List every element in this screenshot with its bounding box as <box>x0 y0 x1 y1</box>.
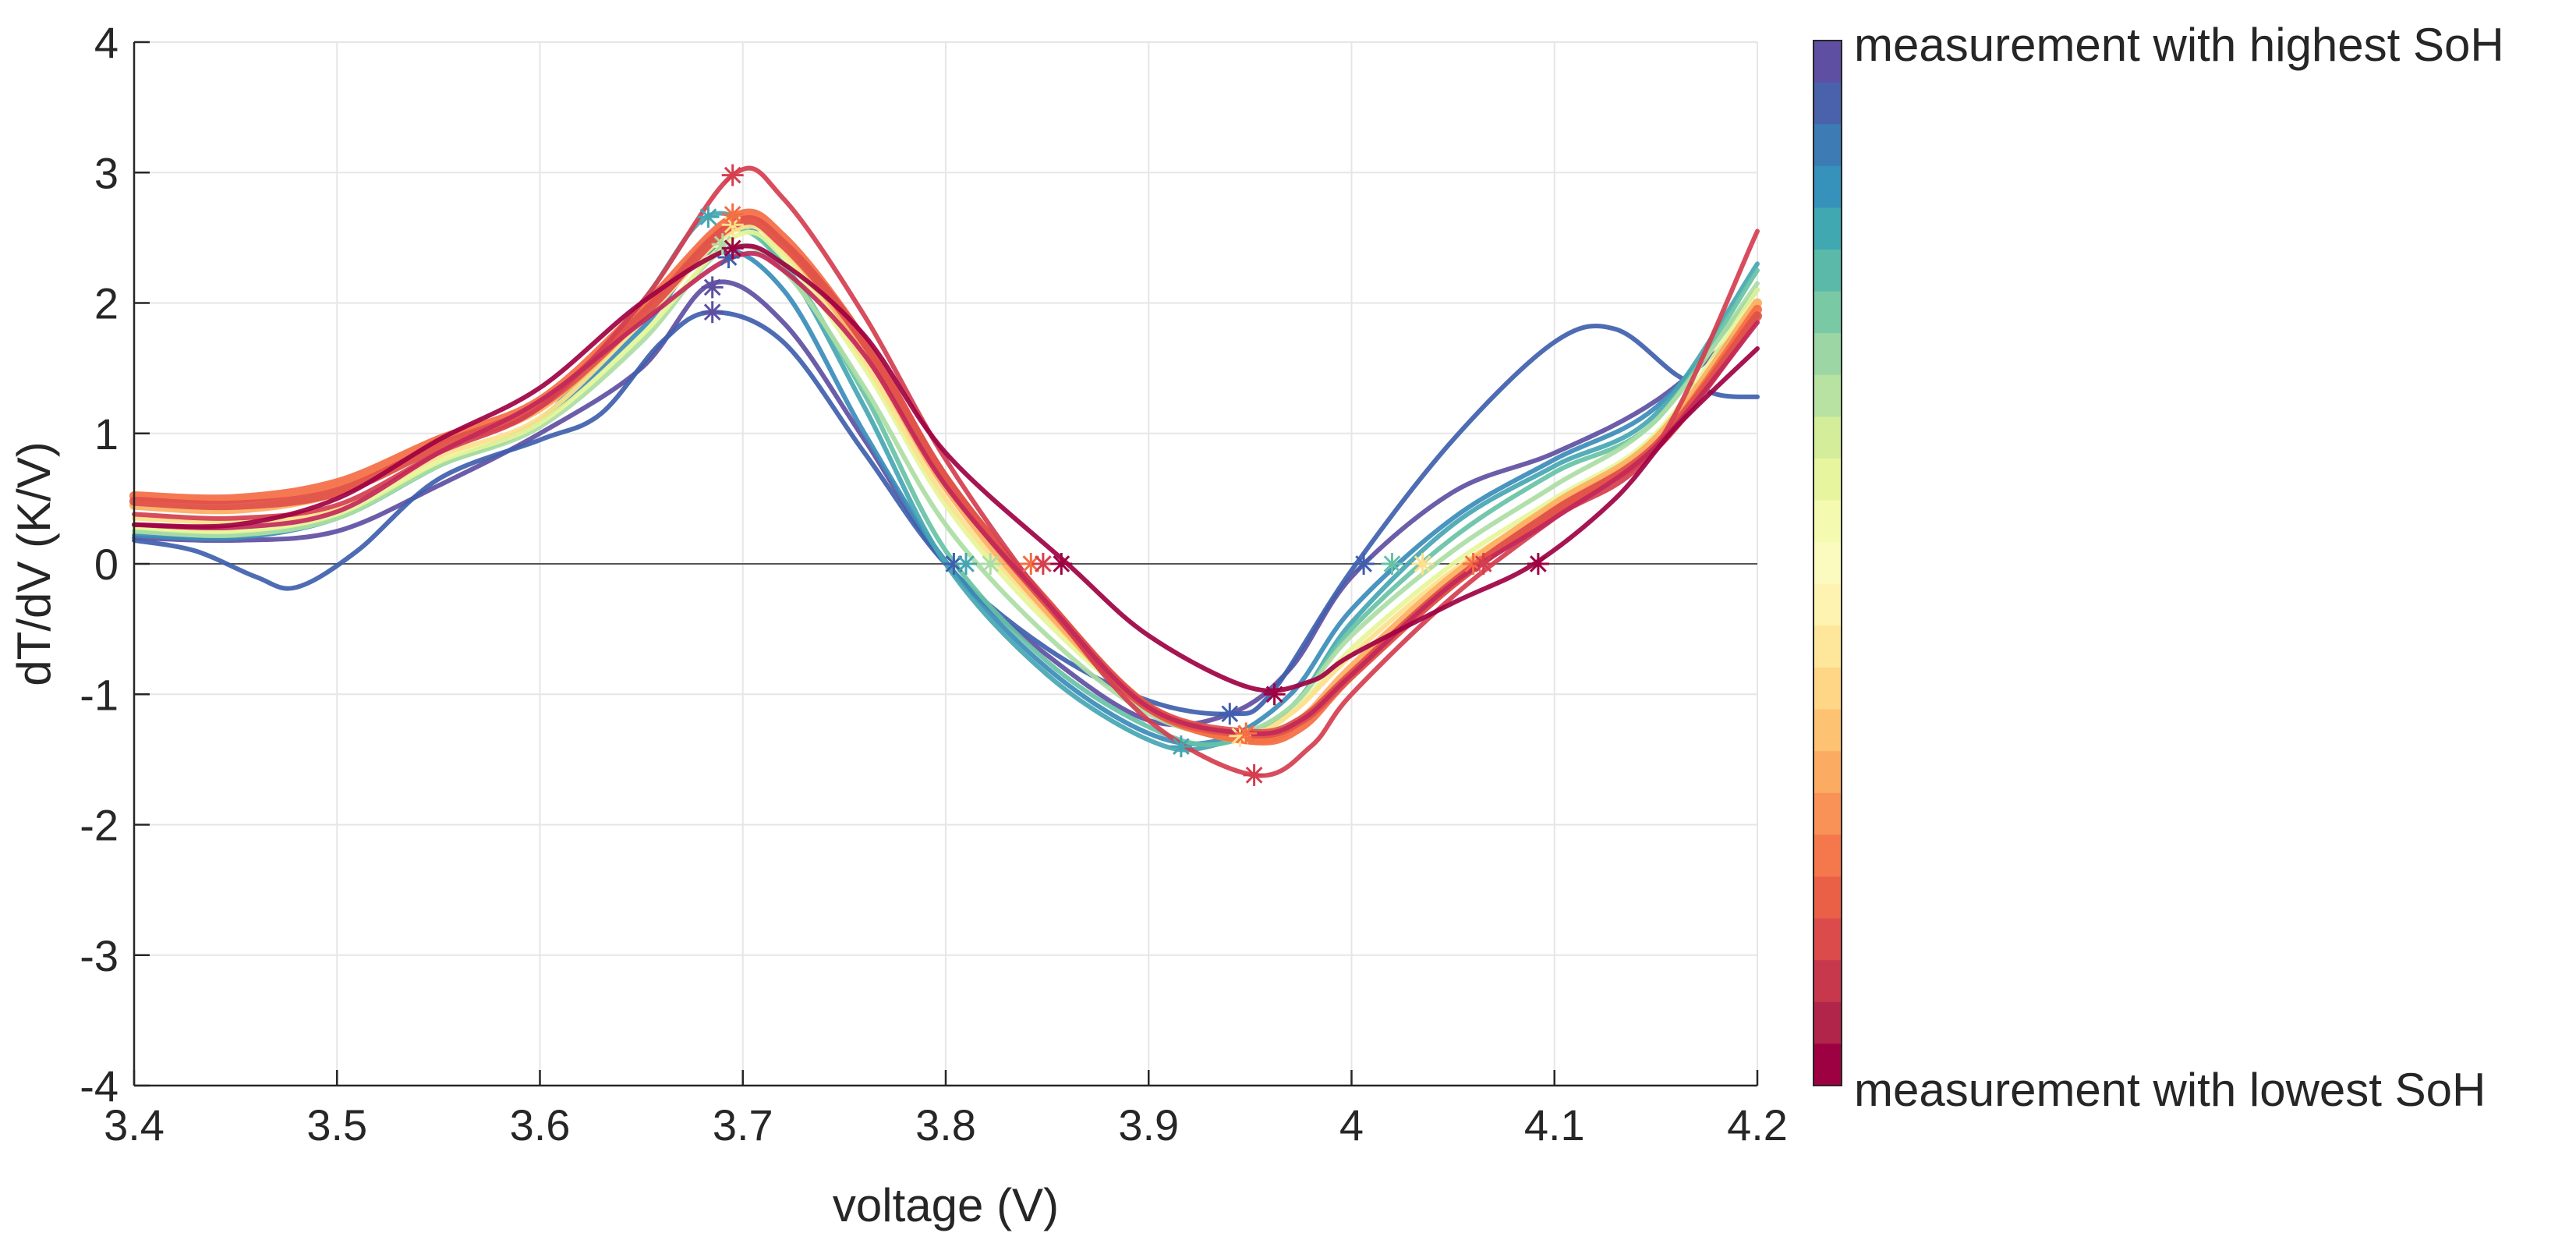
asterisk-marker <box>1243 763 1265 786</box>
colorbar-segment <box>1813 333 1842 376</box>
asterisk-marker <box>1263 683 1286 706</box>
asterisk-marker <box>1353 553 1375 575</box>
colorbar-segment <box>1813 625 1842 668</box>
asterisk-marker <box>1381 553 1403 575</box>
colorbar-top-label: measurement with highest SoH <box>1854 19 2504 71</box>
y-tick-label: 4 <box>94 18 119 67</box>
x-tick-label: 3.4 <box>104 1100 165 1150</box>
y-tick-label: 0 <box>94 540 119 589</box>
asterisk-marker <box>721 237 744 260</box>
colorbar-segment <box>1813 542 1842 585</box>
colorbar-segment <box>1813 1043 1842 1086</box>
colorbar-segment <box>1813 960 1842 1003</box>
colorbar-segment <box>1813 459 1842 501</box>
asterisk-marker <box>697 206 720 228</box>
x-tick-label: 3.5 <box>306 1100 367 1150</box>
colorbar-segment <box>1813 1001 1842 1044</box>
colorbar-segment <box>1813 709 1842 752</box>
series-line-7 <box>132 229 1760 739</box>
asterisk-marker <box>701 301 724 324</box>
colorbar-segment <box>1813 207 1842 250</box>
colorbar-segment <box>1813 792 1842 835</box>
x-tick-label: 3.9 <box>1118 1100 1179 1150</box>
asterisk-marker <box>1169 735 1192 758</box>
y-axis-title: dT/dV (K/V) <box>8 441 60 685</box>
colorbar-segment <box>1813 668 1842 710</box>
asterisk-marker <box>721 164 744 186</box>
colorbar-segment <box>1813 165 1842 208</box>
asterisk-marker <box>1235 722 1258 745</box>
colorbar-segment <box>1813 583 1842 626</box>
y-tick-label: -4 <box>80 1061 119 1111</box>
asterisk-marker <box>1219 703 1241 725</box>
colorbar-segment <box>1813 877 1842 919</box>
x-axis-title: voltage (V) <box>833 1179 1059 1231</box>
asterisk-marker <box>701 276 724 299</box>
asterisk-marker <box>721 203 744 225</box>
axis-ticks: 3.4 3.5 3.6 3.7 3.8 3.9 4 4.1 4.2 4 3 2 1 0 -1 -2 -3 -4 <box>80 18 1788 1150</box>
y-tick-label: 1 <box>94 409 119 459</box>
colorbar-segment <box>1813 918 1842 961</box>
y-tick-label: -2 <box>80 801 119 850</box>
y-tick-label: 2 <box>94 279 119 328</box>
x-tick-label: 3.8 <box>915 1100 976 1150</box>
asterisk-marker <box>1527 553 1549 575</box>
asterisk-marker <box>979 553 1002 575</box>
colorbar-segment <box>1813 416 1842 459</box>
asterisk-marker <box>955 553 977 575</box>
colorbar-segment <box>1813 751 1842 794</box>
y-tick-label: 3 <box>94 148 119 197</box>
asterisk-marker <box>1050 553 1073 575</box>
colorbar-segment <box>1813 291 1842 334</box>
series-line-2 <box>132 310 1760 717</box>
x-tick-label: 3.6 <box>510 1100 571 1150</box>
colorbar-segment <box>1813 250 1842 292</box>
extremum-markers <box>697 164 1549 786</box>
y-tick-label: -3 <box>80 931 119 980</box>
x-tick-label: 3.7 <box>713 1100 773 1150</box>
series-line-13 <box>132 250 1760 736</box>
asterisk-marker <box>1031 553 1054 575</box>
series-line-14 <box>132 243 1760 693</box>
colorbar-frame <box>1813 40 1842 1086</box>
x-tick-label: 4.1 <box>1524 1100 1585 1150</box>
colorbar-segment <box>1813 374 1842 417</box>
asterisk-marker <box>1411 553 1434 575</box>
series-lines <box>129 165 1762 778</box>
asterisk-marker <box>1472 553 1495 575</box>
colorbar-segment <box>1813 834 1842 877</box>
colorbar <box>1813 40 1842 1086</box>
colorbar-bottom-label: measurement with lowest SoH <box>1854 1064 2486 1116</box>
colorbar-segment <box>1813 500 1842 543</box>
x-tick-label: 4 <box>1339 1100 1364 1150</box>
colorbar-segment <box>1813 82 1842 125</box>
x-tick-label: 4.2 <box>1727 1100 1788 1150</box>
series-line-6 <box>132 243 1760 736</box>
colorbar-segment <box>1813 124 1842 167</box>
colorbar-segment <box>1813 41 1842 83</box>
y-tick-label: -1 <box>80 670 119 719</box>
